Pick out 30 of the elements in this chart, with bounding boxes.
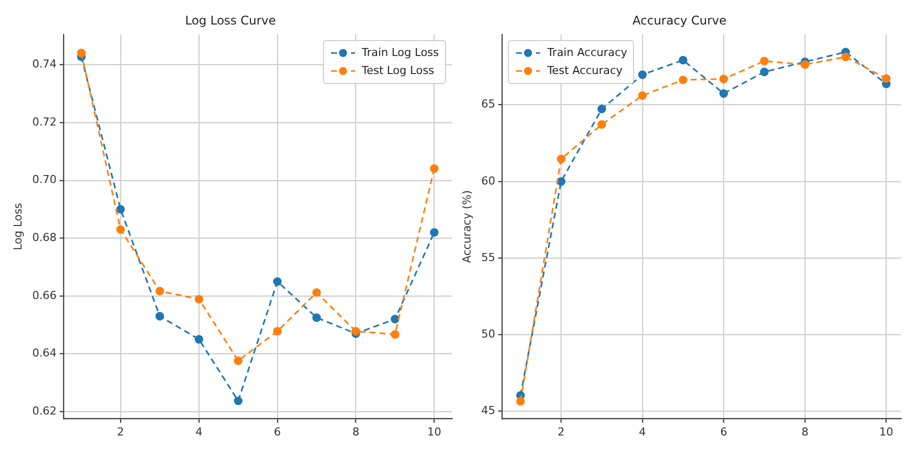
x-tick-label: 4 xyxy=(638,425,646,438)
legend-label: Train Log Loss xyxy=(362,45,439,62)
legend-label: Test Log Loss xyxy=(362,63,434,80)
y-tick-label: 65 xyxy=(481,98,496,111)
y-tick-label: 0.74 xyxy=(32,58,57,71)
x-tick-label: 8 xyxy=(801,425,808,438)
chart-title: Log Loss Curve xyxy=(185,13,276,28)
x-tick-label: 6 xyxy=(274,425,281,438)
y-tick-label: 50 xyxy=(481,327,496,340)
x-tick-label: 8 xyxy=(352,425,360,438)
y-tick-label: 45 xyxy=(481,404,496,417)
y-tick-label: 55 xyxy=(481,250,496,264)
x-tick-label: 2 xyxy=(558,425,565,438)
x-tick-label: 6 xyxy=(720,425,728,438)
y-axis-title: Log Loss xyxy=(11,202,24,250)
y-tick-label: 0.66 xyxy=(32,288,57,302)
x-tick-label: 10 xyxy=(427,425,442,438)
legend-label: Train Accuracy xyxy=(547,45,628,62)
y-tick-label: 0.68 xyxy=(32,231,57,244)
x-tick-label: 4 xyxy=(195,425,202,438)
legend-label: Test Accuracy xyxy=(547,63,623,80)
y-tick-label: 60 xyxy=(481,174,496,188)
x-tick-label: 10 xyxy=(879,425,894,438)
y-tick-label: 0.70 xyxy=(32,173,57,186)
y-tick-label: 0.62 xyxy=(32,404,57,418)
y-axis-title: Accuracy (%) xyxy=(460,190,474,263)
y-tick-label: 0.64 xyxy=(32,346,57,360)
chart-title: Accuracy Curve xyxy=(632,13,727,28)
y-tick-label: 0.72 xyxy=(32,115,57,128)
x-tick-label: 2 xyxy=(117,425,124,438)
